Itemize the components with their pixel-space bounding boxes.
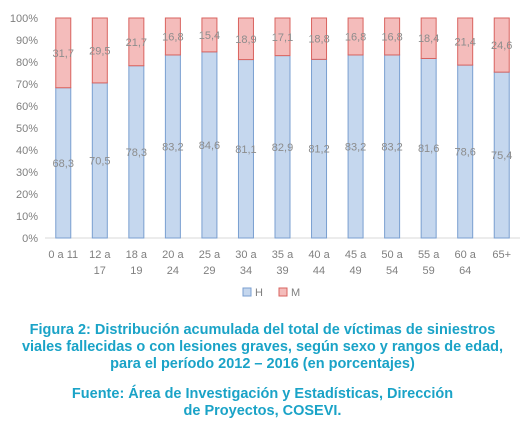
bar-segment-m (128, 17, 145, 67)
data-label: 18,8 (308, 34, 329, 46)
x-tick-label: 30 a (235, 249, 257, 261)
y-tick-label: 20% (16, 189, 38, 201)
x-tick-label: 19 (130, 265, 142, 277)
data-label: 81,6 (418, 143, 439, 155)
data-label: 78,3 (126, 147, 147, 159)
x-tick-label: 29 (203, 265, 215, 277)
data-label: 81,1 (235, 144, 256, 156)
x-tick-label: 0 a 11 (48, 249, 78, 261)
x-tick-label: 20 a (162, 249, 184, 261)
legend-swatch-h (242, 287, 252, 297)
y-axis: 0% 10% 20% 30% 40% 50% 60% 70% 80% 90% 100% (10, 13, 520, 245)
caption-line: viales fallecidas o con lesiones graves,… (21, 339, 504, 355)
bar-segment-m (347, 17, 364, 56)
x-tick-label: 25 a (199, 249, 221, 261)
data-label: 75,4 (491, 150, 512, 162)
y-tick-label: 60% (16, 101, 38, 113)
x-tick-label: 18 a (126, 249, 148, 261)
legend-label: H (255, 287, 263, 299)
data-label: 83,2 (381, 141, 402, 153)
bar-segment-m (55, 17, 72, 89)
y-tick-label: 70% (16, 79, 38, 91)
data-label: 68,3 (53, 158, 74, 170)
bar-segment-m (274, 17, 291, 57)
x-tick-label: 40 a (308, 249, 330, 261)
source-line: Fuente: Área de Investigación y Estadíst… (71, 386, 454, 402)
data-label: 82,9 (272, 142, 293, 154)
x-tick-label: 34 (240, 265, 252, 277)
x-axis: 0 a 11 12 a 17 18 a 19 20 a 24 25 a 29 30 a 34 35 a… (48, 249, 511, 277)
x-tick-label: 12 a (89, 249, 111, 261)
x-tick-label: 44 (313, 265, 325, 277)
data-label: 18,4 (418, 33, 439, 45)
data-label: 16,8 (345, 31, 366, 43)
y-tick-label: 90% (16, 35, 38, 47)
caption-line: Figura 2: Distribución acumulada del tot… (29, 322, 496, 338)
bar-segment-m (311, 17, 328, 60)
data-label: 21,4 (454, 37, 475, 49)
bar-segment-m (457, 17, 474, 66)
data-label: 17,1 (272, 32, 293, 44)
x-tick-label: 60 a (454, 249, 476, 261)
data-label: 70,5 (89, 155, 110, 167)
data-label: 29,5 (89, 45, 110, 57)
bar-segment-m (384, 17, 401, 56)
data-label: 31,7 (53, 48, 74, 60)
figure-source: Fuente: Área de Investigación y Estadíst… (0, 386, 525, 420)
bar-segment-m (164, 17, 181, 56)
y-tick-label: 50% (16, 123, 38, 135)
data-label: 21,7 (126, 37, 147, 49)
stacked-bar-chart: 0% 10% 20% 30% 40% 50% 60% 70% 80% 90% 100% 68,3 31… (10, 13, 520, 299)
legend-swatch-m (278, 287, 288, 297)
data-label: 83,2 (345, 141, 366, 153)
x-tick-label: 17 (94, 265, 106, 277)
bar-segment-m (201, 17, 218, 53)
x-tick-label: 55 a (418, 249, 440, 261)
data-label: 24,6 (491, 40, 512, 52)
legend-label: M (291, 287, 300, 299)
x-tick-label: 64 (459, 265, 471, 277)
x-tick-label: 59 (423, 265, 435, 277)
data-label: 18,9 (235, 34, 256, 46)
data-label: 83,2 (162, 141, 183, 153)
caption-line: para el período 2012 – 2016 (en porcenta… (110, 356, 415, 372)
source-line: de Proyectos, COSEVI. (183, 403, 342, 419)
y-tick-label: 40% (16, 145, 38, 157)
y-tick-label: 10% (16, 211, 38, 223)
bar-segment-m (493, 17, 510, 73)
x-tick-label: 45 a (345, 249, 367, 261)
x-tick-label: 54 (386, 265, 398, 277)
x-tick-label: 39 (276, 265, 288, 277)
x-tick-label: 35 a (272, 249, 294, 261)
bar-segment-m (237, 17, 254, 61)
y-tick-label: 100% (10, 13, 38, 25)
data-label: 16,8 (162, 31, 183, 43)
data-label: 81,2 (308, 144, 329, 156)
y-tick-label: 80% (16, 57, 38, 69)
data-label: 16,8 (381, 31, 402, 43)
bar-segment-m (91, 17, 108, 84)
data-label: 15,4 (199, 30, 220, 42)
data-labels: 68,3 31,7 70,5 29,5 78,3 21,7 83,2 16,8 84,6 15,4… (53, 30, 513, 170)
data-label: 84,6 (199, 140, 220, 152)
y-tick-label: 0% (22, 233, 38, 245)
x-tick-label: 50 a (381, 249, 403, 261)
figure-caption: Figura 2: Distribución acumulada del tot… (0, 322, 525, 373)
bar-segment-m (420, 17, 437, 59)
data-label: 78,6 (454, 147, 475, 159)
x-tick-label: 65+ (492, 249, 511, 261)
y-tick-label: 30% (16, 167, 38, 179)
bars (55, 17, 510, 239)
x-tick-label: 49 (349, 265, 361, 277)
x-tick-label: 24 (167, 265, 179, 277)
